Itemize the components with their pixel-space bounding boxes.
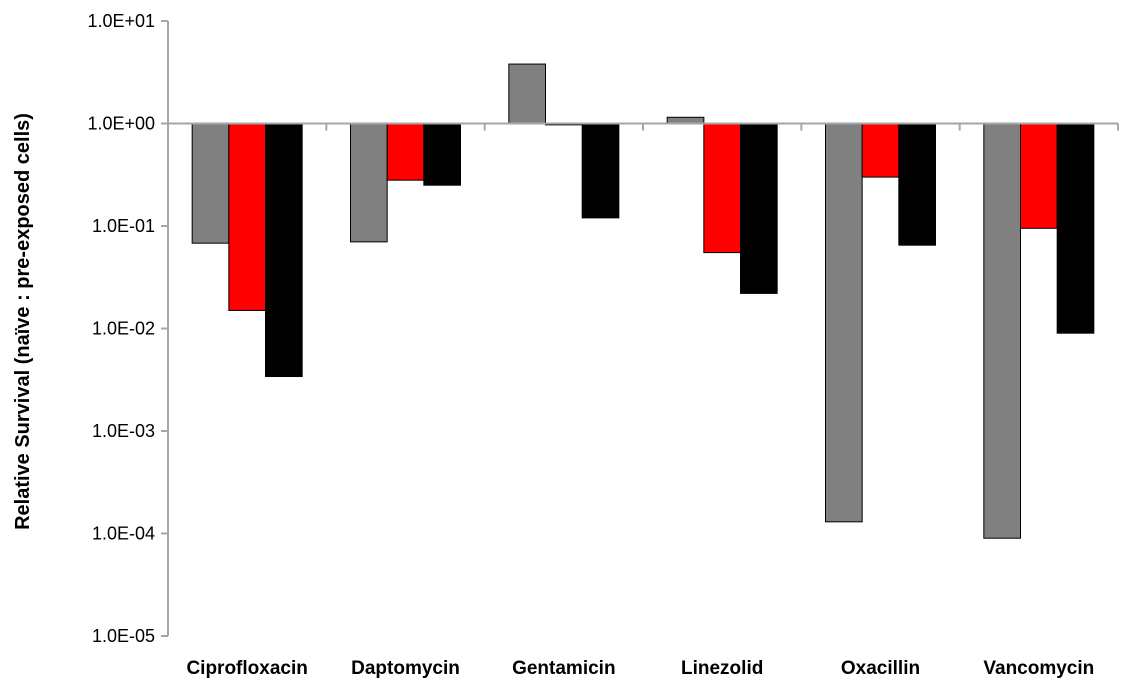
bar-oxacillin-series-1 (825, 123, 863, 523)
bar-gentamicin-series-3 (581, 123, 620, 219)
category-label-gentamicin: Gentamicin (512, 658, 615, 679)
y-tick-label: 1.0E+00 (87, 114, 155, 134)
category-label-linezolid: Linezolid (681, 658, 763, 679)
category-label-vancomycin: Vancomycin (983, 658, 1094, 679)
y-tick-label: 1.0E-05 (92, 626, 155, 646)
bar-daptomycin-series-3 (423, 123, 461, 186)
bar-vancomycin-series-3 (1056, 123, 1095, 334)
bar-daptomycin-series-1 (350, 123, 388, 243)
y-tick-label: 1.0E-04 (92, 524, 155, 544)
category-label-ciprofloxacin: Ciprofloxacin (186, 658, 307, 679)
y-tick-label: 1.0E-01 (92, 216, 155, 236)
category-label-daptomycin: Daptomycin (351, 658, 460, 679)
y-tick-label: 1.0E+01 (87, 11, 155, 31)
bar-vancomycin-series-2 (1020, 123, 1058, 229)
bar-ciprofloxacin-series-1 (191, 123, 230, 244)
bar-gentamicin-series-1 (508, 63, 546, 124)
bar-linezolid-series-2 (703, 123, 742, 254)
bar-vancomycin-series-1 (983, 123, 1022, 539)
bar-linezolid-series-3 (740, 123, 778, 294)
axes-layer (161, 20, 1119, 637)
bar-ciprofloxacin-series-2 (228, 123, 266, 311)
bar-oxacillin-series-2 (861, 123, 900, 178)
y-tick-label: 1.0E-03 (92, 421, 155, 441)
bars-layer (191, 63, 1095, 539)
bar-oxacillin-series-3 (898, 123, 937, 246)
y-axis-title: Relative Survival (naïve : pre-exposed c… (12, 113, 34, 530)
category-label-oxacillin: Oxacillin (841, 658, 920, 679)
bar-ciprofloxacin-series-3 (265, 123, 303, 378)
bar-daptomycin-series-2 (386, 123, 425, 181)
labels-layer: 1.0E+01 1.0E+00 1.0E-01 1.0E-02 1.0E-03 1.0E-… (12, 11, 1094, 679)
y-tick-label: 1.0E-02 (92, 319, 155, 339)
